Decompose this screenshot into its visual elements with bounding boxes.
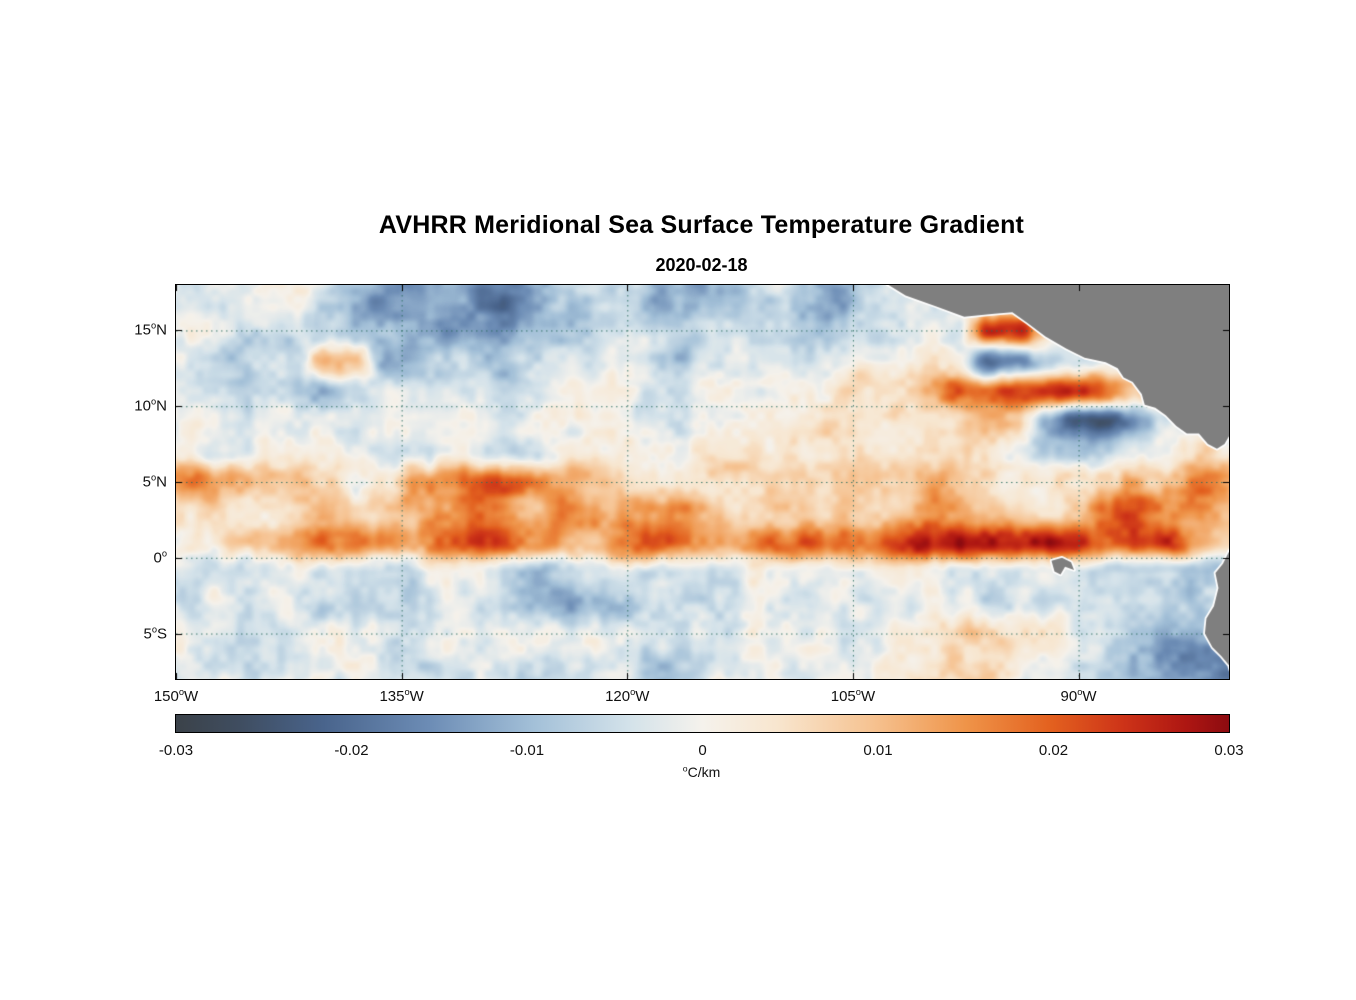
colorbar-tick-label: -0.01 <box>509 742 545 759</box>
chart-title: AVHRR Meridional Sea Surface Temperature… <box>378 211 1025 239</box>
map-plot-frame <box>175 284 1230 680</box>
x-tick-label: 90oW <box>1060 687 1097 705</box>
x-tick-label: 150oW <box>153 687 199 705</box>
colorbar-tick-label: 0.02 <box>1038 742 1069 759</box>
x-tick-label: 120oW <box>605 687 650 705</box>
chart-subtitle: 2020-02-18 <box>655 255 748 275</box>
y-tick-label: 15oN <box>134 320 167 339</box>
colorbar-tick-label: 0.01 <box>863 742 893 759</box>
colorbar-tick-label: -0.03 <box>158 742 194 759</box>
colorbar-tick-label: 0.03 <box>1214 742 1244 759</box>
colorbar <box>175 714 1230 733</box>
x-tick-label: 135oW <box>379 687 424 705</box>
y-tick-label: 5oN <box>142 472 167 491</box>
y-tick-label: 5oS <box>143 624 167 643</box>
sst-gradient-heatmap-canvas <box>176 285 1229 679</box>
y-tick-label: 10oN <box>134 396 167 415</box>
y-tick-label: 0o <box>153 548 167 567</box>
x-tick-label: 105oW <box>830 687 876 705</box>
colorbar-unit-label: oC/km <box>682 763 721 780</box>
colorbar-tick-label: -0.02 <box>334 742 369 759</box>
colorbar-tick-label: 0 <box>698 742 707 759</box>
